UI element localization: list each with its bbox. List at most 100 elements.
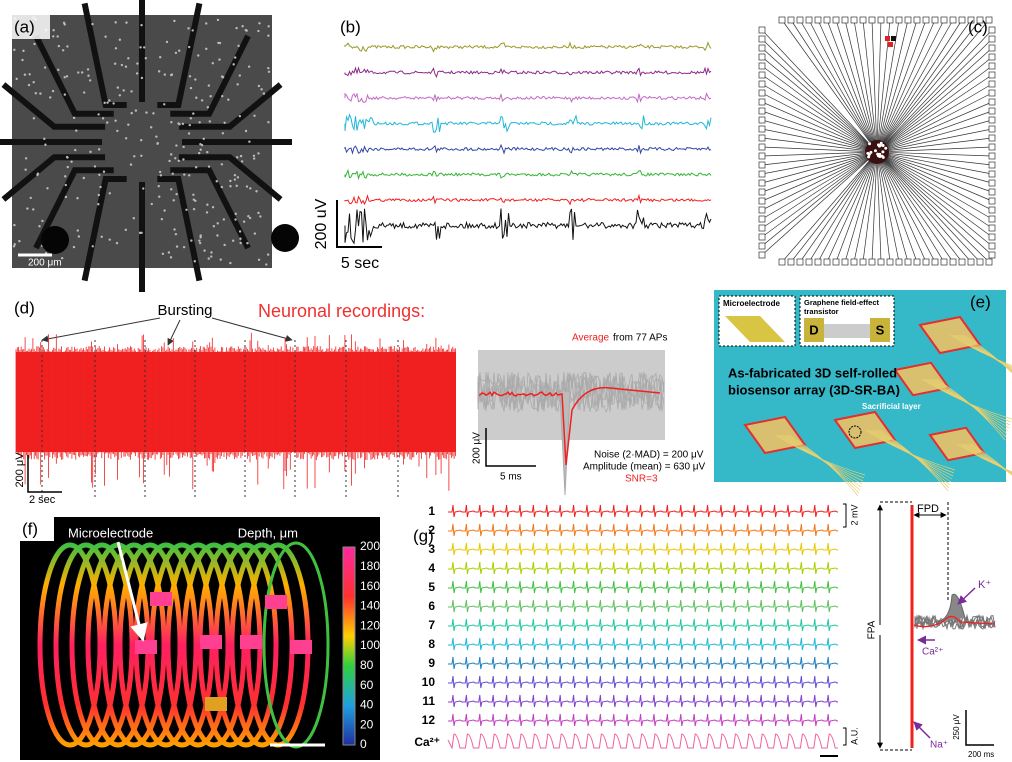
cell: [267, 35, 269, 37]
cell: [267, 121, 269, 123]
cell: [133, 217, 135, 219]
trace: [448, 638, 838, 650]
cell: [248, 141, 250, 143]
cell: [87, 74, 89, 76]
trace: [448, 676, 838, 688]
cell: [206, 204, 208, 206]
lead: [762, 111, 877, 152]
cell: [247, 215, 249, 217]
cell: [171, 73, 173, 75]
cell: [75, 129, 77, 131]
cell: [140, 139, 142, 141]
pad: [806, 17, 812, 23]
pad: [797, 17, 803, 23]
lead: [762, 57, 877, 152]
pad: [815, 259, 821, 265]
cell: [208, 84, 210, 86]
lead: [762, 102, 877, 152]
trace: [448, 581, 838, 593]
cell: [127, 123, 129, 125]
cell: [257, 152, 259, 154]
cell: [106, 121, 108, 123]
electrode: [869, 151, 872, 154]
colorbar-tick: 80: [360, 658, 374, 672]
cell: [239, 238, 241, 240]
pad: [788, 259, 794, 265]
annotation: Na⁺: [930, 740, 948, 751]
pad: [914, 17, 920, 23]
inset-title: Graphene field-effect: [804, 298, 880, 307]
cell: [249, 187, 251, 189]
annotation: from 77 APs: [613, 333, 667, 344]
cell: [182, 158, 184, 160]
electrode: [881, 150, 884, 153]
cell: [237, 45, 239, 47]
graphene: [824, 324, 870, 338]
colorbar-tick: 120: [360, 618, 380, 632]
cell: [236, 185, 238, 187]
channel-label: 9: [428, 656, 435, 670]
scale-label: 200 μV: [14, 452, 26, 488]
pad: [842, 259, 848, 265]
cell: [175, 52, 177, 54]
cell: [116, 242, 118, 244]
channel-label: 8: [428, 637, 435, 651]
cell: [258, 85, 260, 87]
electrode: [240, 635, 262, 649]
cell: [160, 174, 162, 176]
pad: [878, 259, 884, 265]
cell: [150, 126, 152, 128]
trace: [448, 524, 838, 536]
pad: [941, 259, 947, 265]
pad: [989, 45, 995, 51]
title: Neuronal recordings:: [258, 301, 425, 321]
cell: [221, 95, 223, 97]
cell: [66, 156, 68, 158]
cell: [253, 115, 255, 117]
cell: [97, 203, 99, 205]
cell: [267, 25, 269, 27]
cell: [139, 232, 141, 234]
pad: [806, 259, 812, 265]
trace: [448, 543, 838, 555]
lead: [762, 66, 877, 152]
cell: [236, 156, 238, 158]
cell: [188, 174, 190, 176]
pad: [759, 198, 765, 204]
pad: [759, 72, 765, 78]
pad: [759, 27, 765, 33]
trace: [448, 619, 838, 631]
cell: [172, 173, 174, 175]
cell: [52, 90, 54, 92]
pad: [759, 171, 765, 177]
annotation: Noise (2·MAD) = 200 μV: [594, 450, 704, 461]
pad: [989, 144, 995, 150]
cell: [103, 171, 105, 173]
pad: [869, 17, 875, 23]
cell: [142, 187, 144, 189]
cell: [161, 218, 163, 220]
cell: [162, 253, 164, 255]
cell: [260, 88, 262, 90]
cell: [198, 239, 200, 241]
cell: [89, 151, 91, 153]
cell: [62, 49, 64, 51]
cell: [168, 251, 170, 253]
cell: [201, 99, 203, 101]
pad: [989, 207, 995, 213]
pad: [989, 162, 995, 168]
channel-label: 6: [428, 599, 435, 613]
pad: [989, 72, 995, 78]
cell: [151, 203, 153, 205]
scale-label: 200 μV: [472, 432, 483, 464]
trace: [345, 115, 711, 132]
cell: [28, 73, 30, 75]
cell: [38, 225, 40, 227]
cell: [18, 240, 20, 242]
cell: [192, 112, 194, 114]
cell: [24, 74, 26, 76]
trace: [345, 170, 711, 178]
lead: [791, 152, 877, 262]
cell: [249, 217, 251, 219]
panel-label: (f): [22, 519, 38, 538]
